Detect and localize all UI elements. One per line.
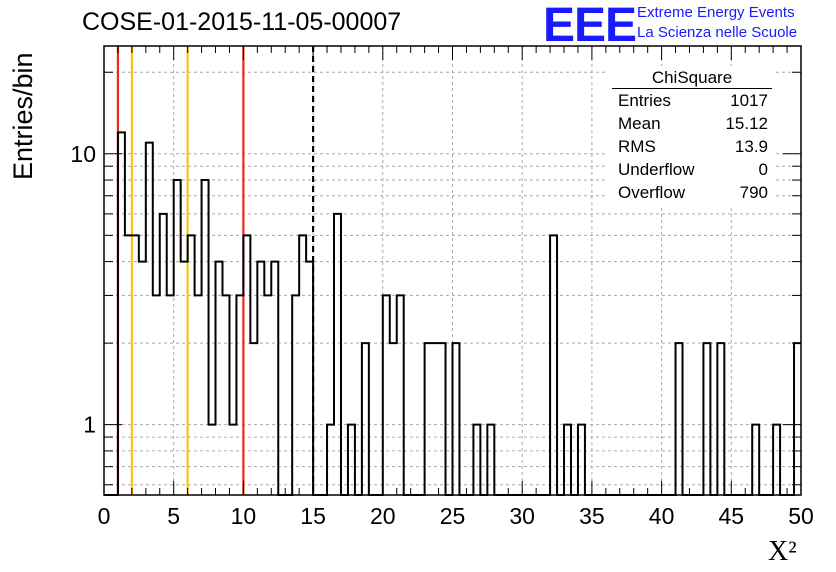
x-tick-label: 45 [719,503,745,529]
histogram-bin [195,295,202,495]
histogram-bin [153,295,160,495]
histogram-bin [390,343,397,495]
x-tick-label: 30 [509,503,535,529]
histogram-bin [550,235,557,495]
histogram-bin [383,295,390,495]
histogram-bin [439,343,446,495]
stats-value: 15.12 [725,114,768,133]
histogram-bin [299,235,306,495]
stats-row-mean: Mean 15.12 [608,112,776,135]
histogram-bin [167,295,174,495]
x-tick-label: 25 [440,503,466,529]
stats-label: Mean [618,114,661,133]
histogram-bin [139,262,146,495]
y-axis-label: Entries/bin [8,52,38,180]
histogram-bin [794,343,801,495]
histogram-bin [676,343,683,495]
histogram-bin [222,295,229,495]
stats-box: ChiSquare Entries 1017 Mean 15.12 RMS 13… [608,66,776,206]
stats-row-underflow: Underflow 0 [608,158,776,181]
x-axis-label: X² [768,536,797,567]
histogram-bin [717,343,724,495]
chart-title: COSE-01-2015-11-05-00007 [82,8,402,36]
histogram-bin [703,343,710,495]
axis-ticks [103,46,802,495]
stats-title: ChiSquare [651,68,733,87]
x-tick-label: 40 [649,503,675,529]
stats-row-overflow: Overflow 790 [608,181,776,204]
eee-logo: EEE [543,0,637,52]
x-tick-label: 35 [579,503,605,529]
histogram-bin [257,262,264,495]
stats-label: Underflow [618,160,695,179]
histogram-bin [160,214,167,495]
logo-line-1: Extreme Energy Events [637,4,795,21]
histogram-bin [432,343,439,495]
stats-label: Overflow [618,183,686,202]
x-tick-label: 20 [370,503,396,529]
histogram-bin [334,214,341,495]
histogram-bin [397,295,404,495]
x-tick-label: 5 [167,503,180,529]
stats-label: Entries [618,91,671,110]
stats-row-entries: Entries 1017 [608,89,776,112]
y-tick-label: 1 [83,412,96,438]
histogram-bin [216,262,223,495]
x-tick-label: 15 [300,503,326,529]
histogram-bin [271,262,278,495]
histogram-bin [453,343,460,495]
stats-row-rms: RMS 13.9 [608,135,776,158]
histogram-bin [250,343,257,495]
histogram-bin [202,180,209,495]
stats-separator [612,88,772,89]
histogram-bin [425,343,432,495]
x-tick-label: 50 [788,503,814,529]
histogram-bin [292,295,299,495]
x-tick-label: 10 [231,503,257,529]
y-tick-labels: 1 10 [70,141,96,438]
stats-value: 1017 [730,91,768,110]
x-tick-labels: 0 5 10 15 20 25 30 35 40 45 50 [98,503,814,529]
y-tick-label: 10 [70,141,96,167]
stats-value: 790 [739,183,768,202]
histogram-bin [362,343,369,495]
logo-line-2: La Scienza nelle Scuole [637,24,798,41]
stats-label: RMS [618,137,656,156]
histogram-bin [264,295,271,495]
stats-value: 0 [758,160,768,179]
histogram-bin [174,180,181,495]
stats-value: 13.9 [734,137,768,156]
x-tick-label: 0 [98,503,111,529]
